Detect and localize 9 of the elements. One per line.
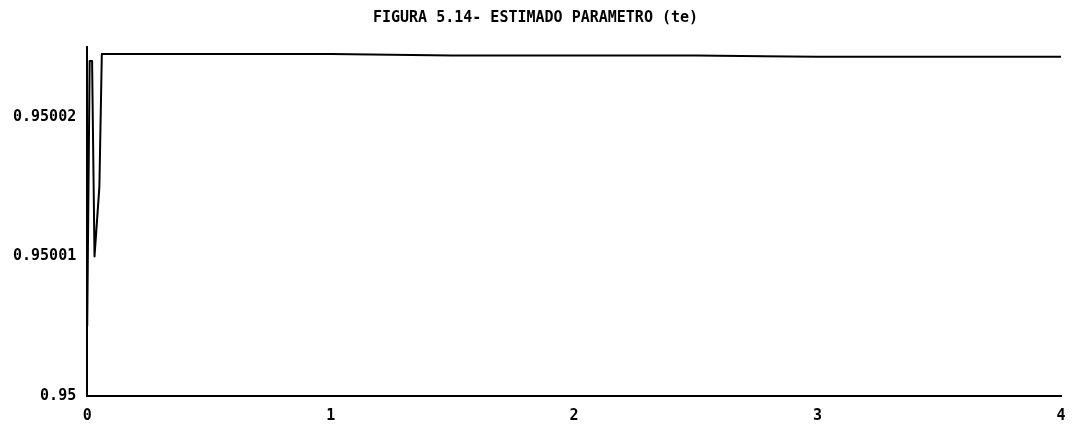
- x-tick-label: 2: [569, 405, 579, 424]
- y-tick-label: 0.95001: [13, 246, 77, 265]
- x-tick-label: 1: [326, 405, 336, 424]
- x-tick-label: 4: [1056, 405, 1066, 424]
- chart-title: FIGURA 5.14- ESTIMADO PARAMETRO (te): [372, 7, 699, 26]
- y-tick-label: 0.95002: [13, 106, 77, 125]
- x-tick-label: 0: [82, 405, 92, 424]
- y-tick-label: 0.95: [40, 385, 77, 404]
- x-tick-label: 3: [813, 405, 823, 424]
